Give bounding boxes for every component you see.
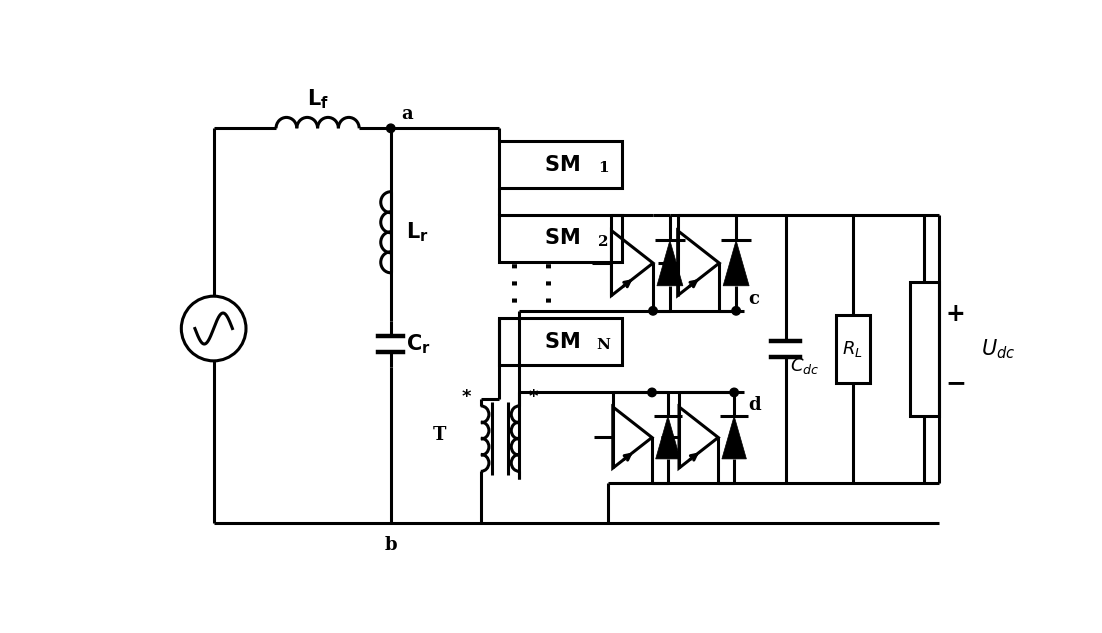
Circle shape — [649, 306, 657, 315]
Bar — [910, 282, 939, 417]
Text: b: b — [385, 536, 397, 555]
Text: $\mathit{U_{dc}}$: $\mathit{U_{dc}}$ — [982, 337, 1016, 361]
Text: $\mathbf{L_f}$: $\mathbf{L_f}$ — [306, 88, 328, 111]
Polygon shape — [657, 241, 683, 285]
Text: a: a — [401, 105, 412, 123]
Polygon shape — [723, 241, 749, 285]
Polygon shape — [722, 416, 746, 459]
Polygon shape — [656, 416, 680, 459]
Bar — [498, 318, 622, 365]
Text: · · ·: · · · — [539, 261, 563, 304]
Text: $\mathit{R_L}$: $\mathit{R_L}$ — [842, 339, 863, 359]
Text: −: − — [946, 372, 966, 396]
Text: 1: 1 — [598, 161, 608, 175]
Bar — [498, 141, 622, 189]
Text: *: * — [462, 388, 472, 406]
Text: $\mathbf{SM}$: $\mathbf{SM}$ — [543, 229, 580, 248]
Text: 2: 2 — [598, 234, 608, 249]
Bar — [835, 315, 869, 383]
Text: T: T — [433, 426, 446, 444]
Bar — [498, 215, 622, 262]
Text: c: c — [748, 290, 759, 308]
Circle shape — [730, 388, 738, 397]
Circle shape — [732, 306, 741, 315]
Text: $\mathbf{C_r}$: $\mathbf{C_r}$ — [407, 332, 431, 356]
Circle shape — [387, 124, 395, 132]
Text: *: * — [529, 388, 539, 406]
Text: $\mathit{C_{dc}}$: $\mathit{C_{dc}}$ — [790, 356, 820, 376]
Text: d: d — [748, 396, 761, 413]
Circle shape — [648, 388, 656, 397]
Text: N: N — [596, 337, 611, 352]
Text: +: + — [946, 303, 965, 326]
Text: $\mathbf{SM}$: $\mathbf{SM}$ — [543, 332, 580, 351]
Text: · · ·: · · · — [505, 261, 529, 304]
Text: $\mathbf{SM}$: $\mathbf{SM}$ — [543, 154, 580, 175]
Text: $\mathbf{L_r}$: $\mathbf{L_r}$ — [407, 220, 429, 244]
